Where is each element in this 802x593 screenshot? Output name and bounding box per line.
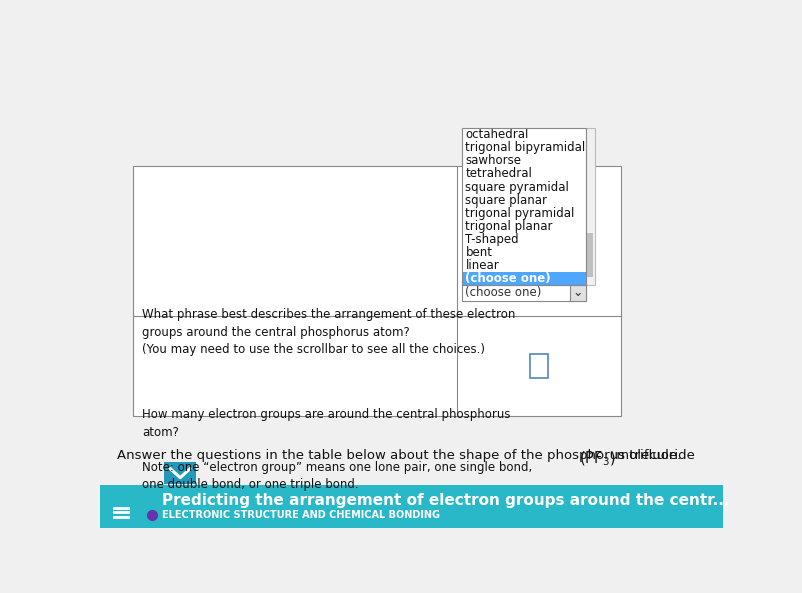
Text: ⌄: ⌄ — [572, 286, 582, 299]
Bar — [461, 246, 585, 259]
Text: trigonal planar: trigonal planar — [465, 220, 553, 233]
Text: tetrahedral: tetrahedral — [465, 167, 532, 180]
Bar — [133, 166, 621, 416]
Bar — [461, 207, 585, 220]
Text: octahedral: octahedral — [465, 128, 528, 141]
Text: linear: linear — [465, 259, 499, 272]
Bar — [461, 167, 585, 180]
Bar — [569, 285, 585, 301]
Bar — [461, 193, 585, 207]
Bar — [461, 233, 585, 246]
Bar — [461, 141, 585, 154]
Bar — [585, 128, 594, 285]
Text: sawhorse: sawhorse — [465, 154, 520, 167]
Text: trigonal bipyramidal: trigonal bipyramidal — [465, 141, 585, 154]
Text: square planar: square planar — [465, 194, 547, 206]
Text: ELECTRONIC STRUCTURE AND CHEMICAL BONDING: ELECTRONIC STRUCTURE AND CHEMICAL BONDIN… — [161, 509, 439, 519]
Bar — [461, 272, 585, 285]
Bar — [133, 166, 621, 416]
Bar — [461, 220, 585, 233]
Text: What phrase best describes the arrangement of these electron
groups around the c: What phrase best describes the arrangeme… — [142, 308, 515, 356]
Text: (choose one): (choose one) — [465, 286, 541, 299]
Text: Answer the questions in the table below about the shape of the phosphorus triflu: Answer the questions in the table below … — [117, 449, 695, 462]
Bar — [461, 285, 585, 301]
Text: (choose one): (choose one) — [465, 272, 550, 285]
Text: Predicting the arrangement of electron groups around the centr...: Predicting the arrangement of electron g… — [161, 493, 728, 508]
Bar — [530, 354, 547, 378]
Bar — [461, 128, 585, 141]
Bar — [164, 463, 196, 484]
Text: square pyramidal: square pyramidal — [465, 180, 569, 193]
Bar — [461, 259, 585, 272]
Text: T-shaped: T-shaped — [465, 233, 518, 246]
Text: How many electron groups are around the central phosphorus
atom?

Note: one “ele: How many electron groups are around the … — [142, 409, 532, 492]
Text: $\mathrm{(PF_3)}$: $\mathrm{(PF_3)}$ — [578, 449, 615, 468]
Bar — [100, 486, 722, 528]
Text: trigonal pyramidal: trigonal pyramidal — [465, 207, 574, 220]
Bar — [461, 180, 585, 193]
Text: bent: bent — [465, 246, 492, 259]
Bar — [461, 154, 585, 167]
Text: molecule.: molecule. — [611, 449, 680, 462]
Bar — [461, 128, 585, 285]
Bar — [586, 234, 593, 278]
